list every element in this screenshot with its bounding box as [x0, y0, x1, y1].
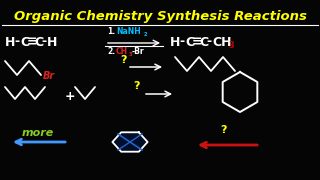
Text: -Br: -Br [132, 48, 145, 57]
Text: CH: CH [116, 48, 128, 57]
Text: -: - [206, 35, 211, 48]
Text: ?: ? [220, 125, 227, 135]
Text: H: H [170, 35, 180, 48]
Text: ?: ? [120, 55, 126, 65]
Text: -: - [179, 35, 184, 48]
Text: ≡: ≡ [192, 35, 203, 48]
Text: ≡: ≡ [27, 35, 37, 48]
Text: C: C [199, 35, 208, 48]
Text: NaNH: NaNH [116, 28, 141, 37]
Text: Br: Br [43, 71, 55, 81]
Text: 3: 3 [129, 52, 132, 57]
Text: 2: 2 [144, 32, 148, 37]
Text: more: more [22, 128, 54, 138]
Text: ?: ? [133, 81, 140, 91]
Text: C: C [185, 35, 194, 48]
Text: +: + [65, 89, 76, 102]
Text: Organic Chemistry Synthesis Reactions: Organic Chemistry Synthesis Reactions [13, 10, 307, 23]
Text: H: H [47, 35, 57, 48]
Text: CH: CH [212, 35, 231, 48]
Text: C: C [34, 35, 43, 48]
Text: H: H [5, 35, 15, 48]
Text: C: C [20, 35, 29, 48]
Text: 3: 3 [228, 40, 234, 50]
Text: 2.: 2. [107, 48, 115, 57]
Text: -: - [14, 35, 19, 48]
Polygon shape [112, 132, 148, 152]
Text: 1.: 1. [107, 28, 115, 37]
Text: -: - [41, 35, 46, 48]
